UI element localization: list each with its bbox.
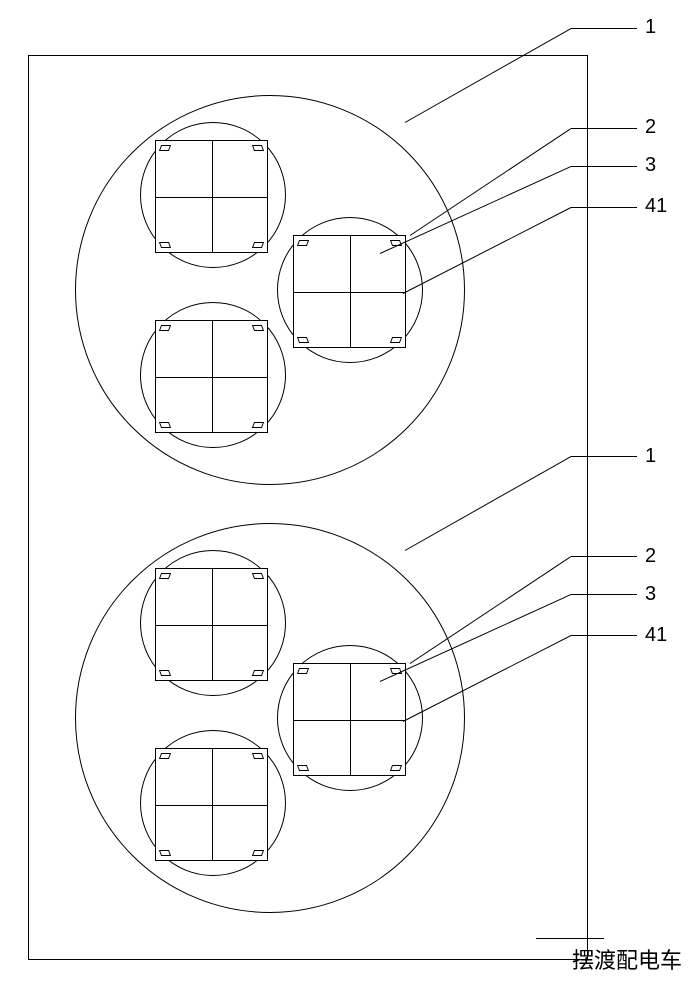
leader-tail <box>571 166 637 167</box>
leader-tail <box>571 594 637 595</box>
corner-mark <box>252 850 264 856</box>
leader-tail <box>571 128 637 129</box>
leader-tail <box>571 28 637 29</box>
leader-tail <box>571 207 637 208</box>
callout-label: 1 <box>645 16 656 39</box>
square <box>293 235 406 348</box>
corner-mark <box>390 337 402 343</box>
corner-mark <box>159 145 171 151</box>
corner-mark <box>159 753 171 759</box>
leader-tail <box>571 635 637 636</box>
callout-label: 41 <box>645 195 667 218</box>
corner-mark <box>159 670 171 676</box>
corner-mark <box>297 765 309 771</box>
corner-mark <box>252 670 264 676</box>
square <box>155 320 268 433</box>
callout-label: 3 <box>645 154 656 177</box>
callout-label: 1 <box>645 445 656 468</box>
corner-mark <box>159 850 171 856</box>
corner-mark <box>159 242 171 248</box>
corner-mark <box>252 325 264 331</box>
caption-leader <box>536 938 604 939</box>
corner-mark <box>297 337 309 343</box>
square <box>155 140 268 253</box>
corner-mark <box>252 422 264 428</box>
square <box>155 748 268 861</box>
corner-mark <box>159 422 171 428</box>
corner-mark <box>252 573 264 579</box>
callout-label: 2 <box>645 116 656 139</box>
corner-mark <box>390 765 402 771</box>
corner-mark <box>159 573 171 579</box>
corner-mark <box>252 242 264 248</box>
corner-mark <box>297 668 309 674</box>
corner-mark <box>252 145 264 151</box>
square <box>155 568 268 681</box>
square <box>293 663 406 776</box>
leader-tail <box>571 456 637 457</box>
corner-mark <box>159 325 171 331</box>
corner-mark <box>297 240 309 246</box>
corner-mark <box>252 753 264 759</box>
callout-label: 2 <box>645 545 656 568</box>
leader-tail <box>571 556 637 557</box>
callout-label: 3 <box>645 583 656 606</box>
caption-text: 摆渡配电车 <box>572 943 682 975</box>
callout-label: 41 <box>645 624 667 647</box>
